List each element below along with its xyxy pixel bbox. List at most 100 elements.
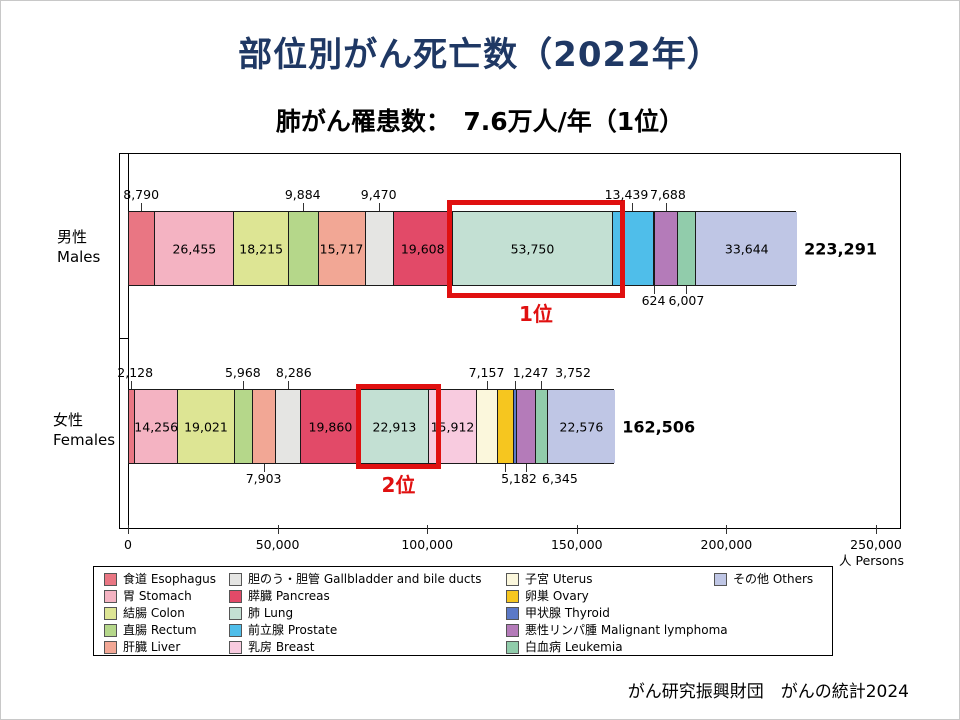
bar-segment-colon-males: 18,215 xyxy=(234,212,289,285)
bar-segment-lung-males: 53,750 xyxy=(452,212,614,285)
group-label-males: 男性 Males xyxy=(57,228,100,267)
x-axis-unit-label: 人 Persons xyxy=(839,553,904,568)
bar-segment-others-males: 33,644 xyxy=(696,212,798,285)
segment-value-colon: 19,021 xyxy=(184,419,228,434)
callout-tick-thyroid xyxy=(514,381,516,389)
segment-value-others: 33,644 xyxy=(724,241,769,256)
x-axis-tick xyxy=(876,525,877,534)
x-axis-tick-label: 50,000 xyxy=(255,537,300,552)
callout-tick-rectum xyxy=(242,381,244,389)
rank-label-females: 2位 xyxy=(381,473,416,497)
legend-swatch-pancreas xyxy=(229,590,242,603)
group-label-females: 女性 Females xyxy=(53,411,115,450)
segment-value-ovary: 5,182 xyxy=(501,471,537,486)
callout-tick-lymphoma xyxy=(665,203,667,211)
rank-label-males: 1位 xyxy=(518,302,553,326)
legend-label-esophagus: 食道 Esophagus xyxy=(123,572,217,586)
bar-total-females: 162,506 xyxy=(622,417,696,436)
callout-tick-uterus xyxy=(486,381,488,389)
legend-swatch-esophagus xyxy=(104,573,117,586)
segment-value-pancreas: 19,860 xyxy=(308,419,353,434)
legend-label-rectum: 直腸 Rectum xyxy=(123,623,197,637)
legend-label-thyroid: 甲状腺 Thyroid xyxy=(525,606,610,620)
legend-swatch-thyroid xyxy=(506,607,519,620)
legend-label-pancreas: 膵臓 Pancreas xyxy=(248,589,330,603)
segment-value-stomach: 26,455 xyxy=(172,241,217,256)
segment-value-rectum: 9,884 xyxy=(284,187,321,202)
bar-segment-stomach-males: 26,455 xyxy=(155,212,235,285)
bar-segment-esophagus-females xyxy=(129,390,136,463)
legend-swatch-ovary xyxy=(506,590,519,603)
legend-label-colon: 結腸 Colon xyxy=(123,606,185,620)
segment-value-thyroid: 1,247 xyxy=(512,365,549,380)
bar-segment-gallbladder-females xyxy=(276,390,302,463)
y-axis-mid-tick xyxy=(120,338,128,339)
callout-tick-esophagus xyxy=(131,381,133,389)
segment-value-gallbladder: 8,286 xyxy=(275,365,312,380)
group-label-males-en: Males xyxy=(57,247,101,266)
bar-segment-esophagus-males xyxy=(129,212,156,285)
callout-tick-rectum xyxy=(302,203,304,211)
segment-value-leukemia: 3,752 xyxy=(555,365,591,380)
bar-segment-rectum-females xyxy=(234,390,253,463)
segment-value-esophagus: 2,128 xyxy=(117,365,154,380)
legend-swatch-stomach xyxy=(104,590,117,603)
bar-segment-pancreas-females: 19,860 xyxy=(301,390,361,463)
bar-segment-leukemia-females xyxy=(536,390,548,463)
segment-value-leukemia: 6,007 xyxy=(668,293,705,308)
x-axis-tick-label: 250,000 xyxy=(850,537,902,552)
x-axis-tick xyxy=(726,525,728,534)
legend-swatch-uterus xyxy=(506,573,519,586)
legend-swatch-rectum xyxy=(104,624,117,637)
legend-label-stomach: 胃 Stomach xyxy=(123,589,192,603)
legend-swatch-gallbladder xyxy=(229,573,242,586)
legend-label-liver: 肝臓 Liver xyxy=(123,640,181,654)
segment-value-liver: 15,717 xyxy=(319,241,364,256)
bar-segment-rectum-males xyxy=(288,212,319,285)
callout-tick-leukemia xyxy=(541,381,543,389)
segment-value-stomach: 14,256 xyxy=(134,419,179,434)
bar-segment-lung-females: 22,913 xyxy=(360,390,430,463)
x-axis-tick xyxy=(128,525,129,534)
group-label-males-jp: 男性 xyxy=(57,228,88,246)
legend-swatch-lung xyxy=(229,607,242,620)
legend-swatch-liver xyxy=(104,641,117,654)
legend-label-leukemia: 白血病 Leukemia xyxy=(525,640,623,654)
segment-value-prostate: 13,439 xyxy=(604,187,649,202)
callout-tick-leukemia xyxy=(686,286,688,294)
legend-swatch-prostate xyxy=(229,624,242,637)
segment-value-uterus: 7,157 xyxy=(468,365,505,380)
highlight-rect-males xyxy=(446,200,626,298)
segment-value-pancreas: 19,608 xyxy=(400,241,445,256)
legend-swatch-others xyxy=(714,573,727,586)
callout-tick-gallbladder xyxy=(287,381,289,389)
y-axis-line xyxy=(128,153,129,529)
legend-box xyxy=(93,566,833,656)
x-axis-tick xyxy=(576,525,578,534)
segment-value-lymphoma: 6,345 xyxy=(542,471,578,486)
segment-value-esophagus: 8,790 xyxy=(123,187,160,202)
group-label-females-en: Females xyxy=(53,430,116,449)
legend-label-uterus: 子宮 Uterus xyxy=(525,572,593,586)
x-axis-tick-label: 100,000 xyxy=(401,537,454,552)
bar-total-males: 223,291 xyxy=(804,239,877,258)
bar-segment-gallbladder-males xyxy=(365,212,394,285)
bar-segment-thyroid-males xyxy=(653,212,656,285)
legend-label-others: その他 Others xyxy=(733,572,814,586)
bar-segment-uterus-females xyxy=(476,390,499,463)
highlight-rect-females xyxy=(355,384,442,469)
segment-value-gallbladder: 9,470 xyxy=(360,187,397,202)
legend-swatch-breast xyxy=(229,641,242,654)
bar-segment-liver-females xyxy=(252,390,277,463)
segment-value-rectum: 5,968 xyxy=(224,365,261,380)
bar-segment-thyroid-females xyxy=(513,390,518,463)
legend-swatch-colon xyxy=(104,607,117,620)
callout-tick-ovary xyxy=(504,464,506,472)
x-axis-tick-label: 200,000 xyxy=(700,537,753,552)
bar-segment-lymphoma-males xyxy=(655,212,679,285)
callout-tick-prostate xyxy=(632,203,634,211)
bar-segment-stomach-females: 14,256 xyxy=(134,390,179,463)
legend-label-lymphoma: 悪性リンパ腫 Malignant lymphoma xyxy=(525,623,728,637)
segment-value-lung: 53,750 xyxy=(510,241,555,256)
